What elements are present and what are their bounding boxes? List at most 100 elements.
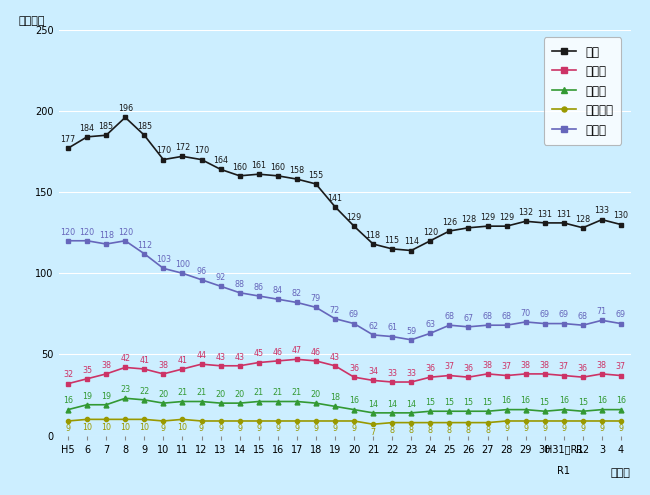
Text: 115: 115	[385, 236, 400, 245]
Text: 70: 70	[521, 309, 530, 318]
Text: 114: 114	[404, 237, 419, 247]
地方圈	[140, 251, 148, 257]
全国	[122, 114, 129, 120]
全国	[293, 176, 301, 182]
Text: 20: 20	[159, 390, 168, 399]
Text: 9: 9	[313, 425, 318, 434]
東京圈	[216, 363, 224, 369]
名古屋圈	[83, 416, 91, 422]
地方圈	[426, 330, 434, 336]
Text: 10: 10	[139, 423, 150, 432]
Text: 9: 9	[294, 425, 300, 434]
Text: 14: 14	[406, 399, 416, 409]
大阪圈	[484, 408, 491, 414]
大阪圈	[102, 402, 110, 408]
大阪圈	[198, 398, 205, 404]
名古屋圈	[312, 418, 320, 424]
Text: 126: 126	[442, 218, 457, 227]
Text: 59: 59	[406, 327, 417, 336]
Text: 38: 38	[521, 361, 530, 370]
Text: 37: 37	[502, 362, 512, 371]
Text: 84: 84	[273, 286, 283, 295]
Text: 9: 9	[599, 425, 605, 434]
全国	[179, 153, 187, 159]
東京圈	[388, 379, 396, 385]
東京圈	[426, 374, 434, 380]
Text: 63: 63	[425, 320, 436, 329]
Text: 8: 8	[389, 426, 395, 435]
全国	[159, 156, 167, 162]
Text: 32: 32	[63, 370, 73, 380]
Text: 141: 141	[328, 194, 343, 202]
Text: 118: 118	[365, 231, 381, 240]
全国	[350, 223, 358, 229]
全国	[331, 204, 339, 210]
地方圈	[579, 322, 587, 328]
Text: 37: 37	[559, 362, 569, 371]
Text: 22: 22	[139, 387, 150, 396]
名古屋圈	[331, 418, 339, 424]
Text: 9: 9	[618, 425, 623, 434]
Text: 68: 68	[482, 312, 493, 321]
Text: 43: 43	[216, 352, 226, 362]
全国	[408, 248, 415, 253]
全国	[312, 181, 320, 187]
Text: 9: 9	[161, 425, 166, 434]
名古屋圈	[179, 416, 187, 422]
Text: 38: 38	[101, 361, 111, 370]
東京圈	[198, 361, 205, 367]
大阪圈	[293, 398, 301, 404]
Text: 36: 36	[463, 364, 473, 373]
地方圈	[255, 293, 263, 299]
全国	[140, 132, 148, 138]
地方圈	[560, 321, 567, 327]
名古屋圈	[484, 420, 491, 426]
Text: 34: 34	[368, 367, 378, 376]
Text: 38: 38	[482, 361, 493, 370]
全国	[64, 145, 72, 151]
Text: 33: 33	[387, 369, 397, 378]
Text: R1: R1	[557, 466, 570, 476]
全国	[236, 173, 244, 179]
全国	[102, 132, 110, 138]
東京圈	[445, 373, 453, 379]
大阪圈	[369, 410, 377, 416]
Text: 9: 9	[504, 425, 509, 434]
Line: 地方圈: 地方圈	[66, 238, 623, 342]
Text: 9: 9	[256, 425, 261, 434]
名古屋圈	[293, 418, 301, 424]
名古屋圈	[522, 418, 530, 424]
全国	[388, 246, 396, 252]
東京圈	[598, 371, 606, 377]
Text: 43: 43	[235, 352, 244, 362]
名古屋圈	[64, 418, 72, 424]
Text: 79: 79	[311, 294, 321, 303]
Text: 129: 129	[346, 213, 361, 222]
Text: 20: 20	[311, 390, 321, 399]
Text: 46: 46	[311, 348, 321, 357]
大阪圈	[522, 407, 530, 413]
東京圈	[331, 363, 339, 369]
大阪圈	[350, 407, 358, 413]
東京圈	[465, 374, 473, 380]
Text: 47: 47	[292, 346, 302, 355]
名古屋圈	[445, 420, 453, 426]
Text: 21: 21	[254, 389, 264, 397]
Text: 16: 16	[63, 396, 73, 405]
Text: 36: 36	[578, 364, 588, 373]
Text: 9: 9	[542, 425, 547, 434]
Line: 大阪圈: 大阪圈	[66, 396, 623, 415]
Text: 129: 129	[499, 213, 514, 222]
Text: 19: 19	[101, 392, 111, 400]
Text: 16: 16	[597, 396, 607, 405]
大阪圈	[312, 400, 320, 406]
Text: 8: 8	[409, 426, 414, 435]
東京圈	[369, 377, 377, 383]
名古屋圈	[388, 420, 396, 426]
Text: 20: 20	[216, 390, 226, 399]
地方圈	[179, 270, 187, 276]
Text: 133: 133	[594, 206, 610, 215]
Text: 9: 9	[199, 425, 204, 434]
大阪圈	[255, 398, 263, 404]
大阪圈	[159, 400, 167, 406]
